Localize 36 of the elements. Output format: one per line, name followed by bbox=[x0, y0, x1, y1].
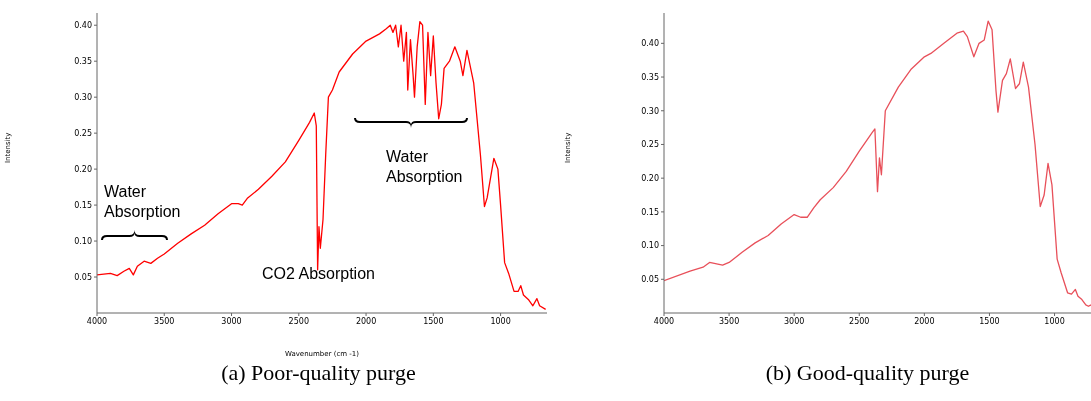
y-tick-label: 0.35 bbox=[74, 57, 92, 67]
x-tick-label: 4000 bbox=[86, 316, 108, 326]
x-tick-label: 4000 bbox=[653, 316, 675, 326]
x-tick-label: 2000 bbox=[355, 316, 377, 326]
y-tick-label: 0.25 bbox=[74, 128, 92, 138]
y-tick-label: 0.25 bbox=[641, 140, 659, 150]
annotation: Water Absorption bbox=[104, 182, 182, 222]
y-tick-label: 0.10 bbox=[74, 236, 92, 246]
text: (a) Poor-quality purge bbox=[220, 360, 417, 386]
y-tick-label: 0.40 bbox=[641, 39, 659, 49]
x-tick-label: 2000 bbox=[914, 316, 935, 326]
y-tick-label: 0.10 bbox=[641, 241, 659, 251]
y-tick-label: 0.05 bbox=[641, 275, 659, 285]
y-tick-label: 0.05 bbox=[74, 272, 92, 282]
text: (b) Good-quality purge bbox=[764, 360, 971, 386]
y-tick-label: 0.30 bbox=[74, 93, 92, 103]
y-tick-label: 0.15 bbox=[74, 200, 92, 210]
x-tick-label: 1500 bbox=[979, 316, 1000, 326]
x-tick-label: 3000 bbox=[784, 316, 805, 326]
annotation: CO2 Absorption bbox=[262, 264, 376, 284]
x-tick-label: 1500 bbox=[423, 316, 444, 326]
x-tick-label: 2500 bbox=[288, 316, 309, 326]
y-tick-label: 0.40 bbox=[74, 21, 92, 31]
x-tick-label: 1000 bbox=[490, 316, 511, 326]
y-tick-label: 0.30 bbox=[641, 106, 659, 116]
x-tick-label: 3500 bbox=[154, 316, 175, 326]
y-tick-label: 0.35 bbox=[641, 72, 659, 82]
y-tick-label: 0.15 bbox=[641, 207, 659, 217]
x-tick-label: 3500 bbox=[718, 316, 740, 326]
annotation: Water Absorption bbox=[386, 147, 464, 187]
line-series bbox=[664, 20, 1091, 307]
x-tick-label: 1000 bbox=[1044, 316, 1065, 326]
x-tick-label: 3000 bbox=[221, 316, 242, 326]
y-tick-label: 0.20 bbox=[74, 164, 92, 174]
x-tick-label: 2500 bbox=[849, 316, 870, 326]
y-tick-label: 0.20 bbox=[641, 174, 659, 184]
